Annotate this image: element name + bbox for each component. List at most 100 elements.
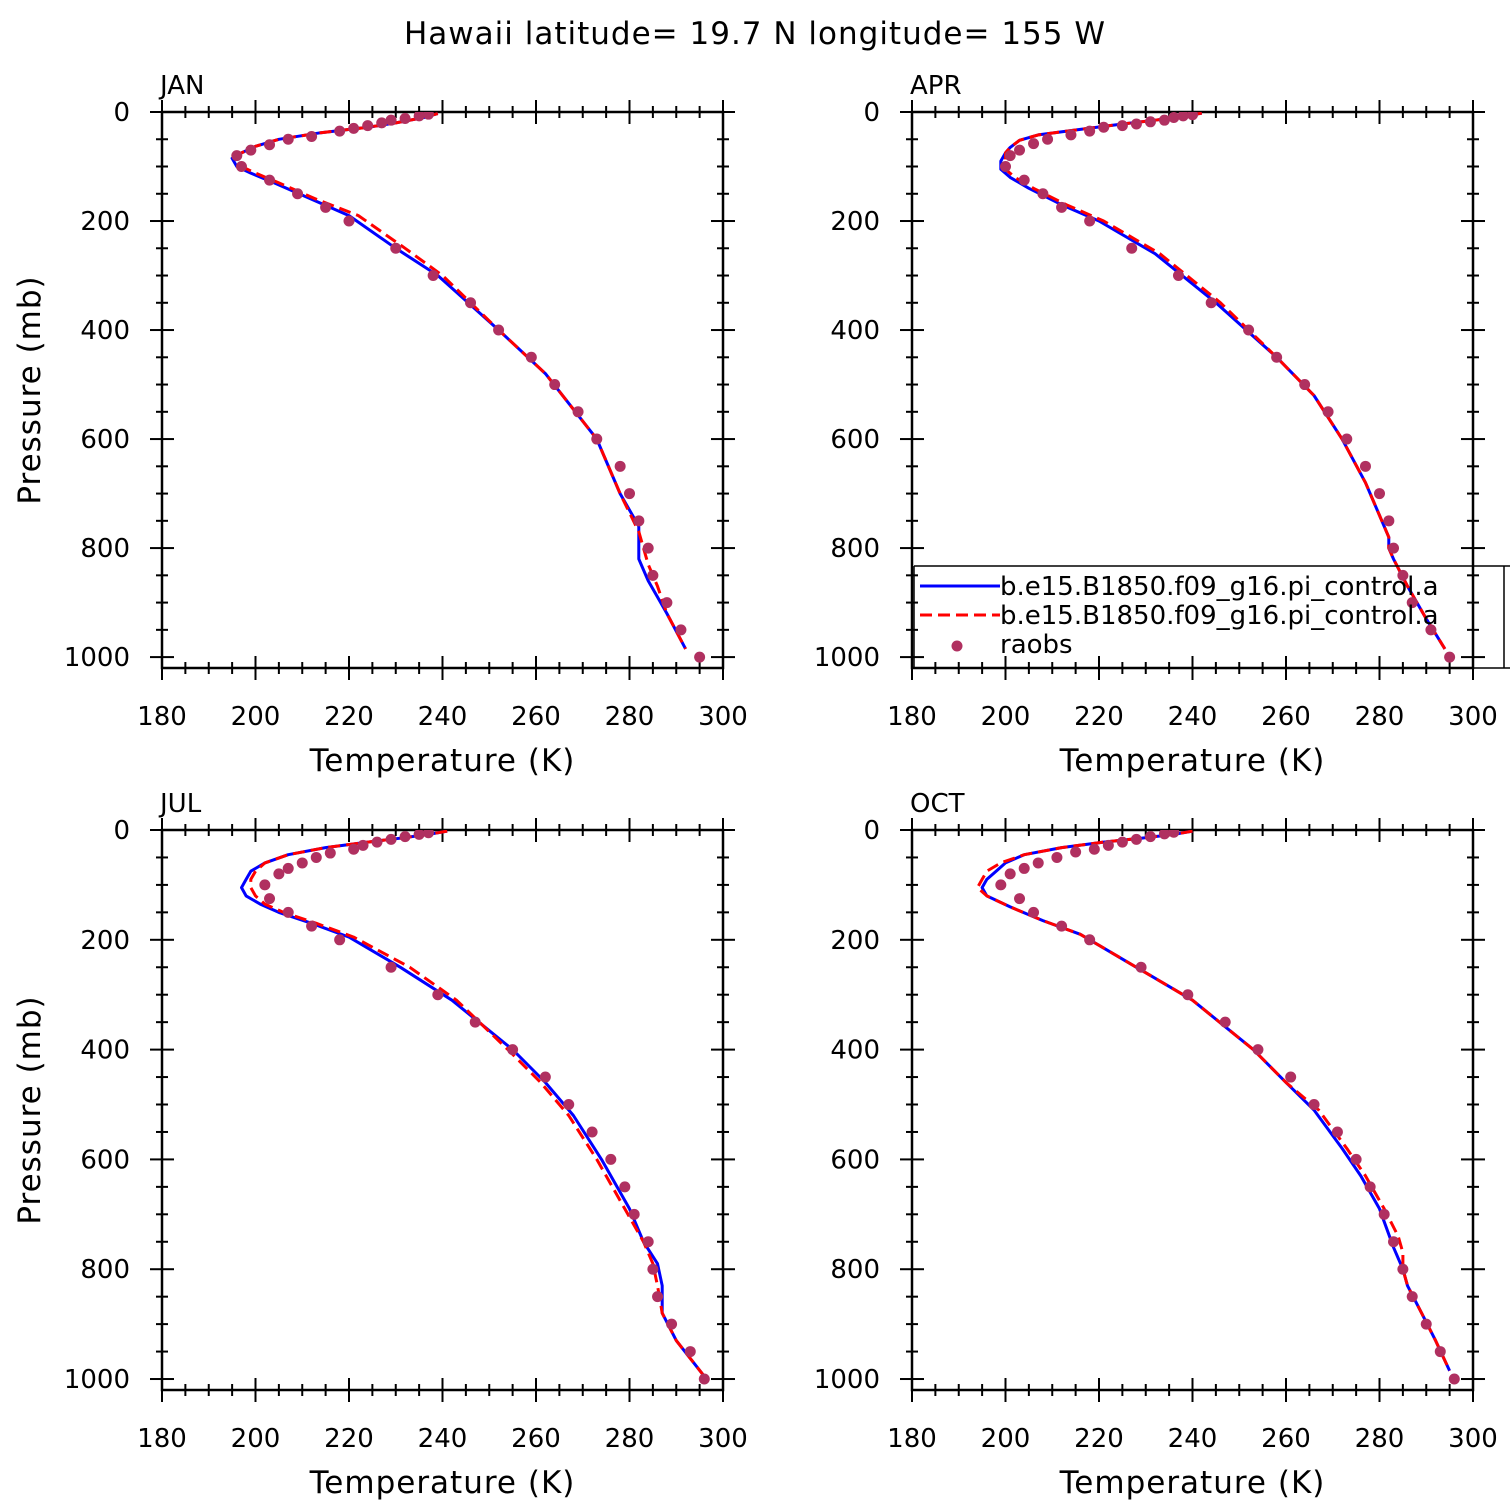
x-tick-label: 300: [698, 1424, 748, 1454]
y-tick-label: 1000: [814, 1365, 880, 1395]
raobs-point: [1219, 1016, 1231, 1028]
raobs-point: [1144, 116, 1156, 128]
raobs-point: [1084, 934, 1096, 946]
plot-frame: [910, 828, 1475, 1392]
chart-panel-oct: OCT 180 200 220 240 260 280 300 0 200 400 600 800 100…: [814, 789, 1498, 1501]
x-tick-label: 240: [1168, 702, 1218, 732]
raobs-point: [1130, 833, 1142, 845]
model-b-series-line: [235, 112, 687, 650]
y-tick-label: 1000: [64, 643, 130, 673]
x-tick-label: 260: [511, 702, 561, 732]
raobs-point: [320, 201, 332, 213]
y-tick-label: 400: [830, 1036, 880, 1066]
raobs-point: [306, 920, 318, 932]
model-a-series-line: [980, 830, 1451, 1372]
legend-entry-label: b.e15.B1850.f09_g16.pi_control.a: [1000, 601, 1439, 631]
x-tick-label: 240: [418, 702, 468, 732]
raobs-point: [642, 1236, 654, 1248]
raobs-point: [572, 406, 584, 418]
raobs-point: [465, 297, 477, 309]
raobs-point: [1182, 989, 1194, 1001]
raobs-point: [1168, 112, 1180, 123]
raobs-point: [348, 843, 360, 855]
raobs-point: [1028, 906, 1040, 918]
raobs-point: [1168, 830, 1180, 838]
raobs-point: [507, 1044, 519, 1056]
x-axis-label: Temperature (K): [309, 1465, 576, 1501]
panel-label: JUL: [158, 789, 202, 819]
x-tick-label: 280: [1355, 702, 1405, 732]
raobs-point: [1051, 851, 1063, 863]
raobs-point: [1434, 1346, 1446, 1358]
raobs-point: [1299, 379, 1311, 391]
panel-label: APR: [910, 71, 962, 101]
x-tick-label: 180: [137, 702, 187, 732]
raobs-point: [235, 161, 247, 173]
raobs-point: [1448, 1373, 1460, 1385]
legend-raobs-marker: [951, 640, 963, 652]
model-a-series-line: [999, 112, 1447, 650]
raobs-point: [264, 893, 276, 905]
raobs-point: [666, 1318, 678, 1330]
raobs-point: [1158, 114, 1170, 126]
raobs-point: [1364, 1181, 1376, 1193]
x-tick-label: 260: [1261, 702, 1311, 732]
raobs-point: [292, 188, 304, 200]
raobs-point: [1397, 1263, 1409, 1275]
raobs-point: [1084, 215, 1096, 227]
raobs-point: [1359, 460, 1371, 472]
raobs-point: [586, 1126, 598, 1138]
raobs-point: [1088, 843, 1100, 855]
raobs-point: [1177, 112, 1189, 122]
legend: b.e15.B1850.f09_g16.pi_control.ab.e15.B1…: [913, 565, 1510, 669]
y-tick-label: 400: [80, 316, 130, 346]
raobs-point: [1135, 961, 1147, 973]
x-tick-label: 200: [231, 702, 281, 732]
raobs-point: [539, 1071, 551, 1083]
raobs-point: [1116, 836, 1128, 848]
raobs-point: [661, 597, 673, 609]
raobs-point: [1042, 133, 1054, 145]
raobs-point: [306, 131, 318, 143]
raobs-point: [324, 847, 336, 859]
y-tick-label: 800: [830, 1255, 880, 1285]
chart-panel-jan: JAN 180 200 220 240 260 280 300 0 200 400 600 800 100…: [12, 71, 748, 779]
raobs-point: [296, 857, 308, 869]
panel-label: OCT: [910, 789, 965, 819]
raobs-point: [619, 1181, 631, 1193]
y-tick-label: 1000: [64, 1365, 130, 1395]
raobs-point: [310, 851, 322, 863]
raobs-point: [1322, 406, 1334, 418]
raobs-point: [1406, 1291, 1418, 1303]
raobs-point: [390, 242, 402, 254]
x-tick-label: 260: [1261, 1424, 1311, 1454]
figure-title: Hawaii latitude= 19.7 N longitude= 155 W: [404, 16, 1106, 52]
raobs-point: [698, 1373, 710, 1385]
y-axis-label: Pressure (mb): [12, 995, 48, 1224]
raobs-point: [1018, 174, 1030, 186]
raobs-point: [493, 324, 505, 336]
x-axis-label: Temperature (K): [1059, 1465, 1326, 1501]
raobs-point: [642, 542, 654, 554]
x-tick-label: 220: [1074, 1424, 1124, 1454]
raobs-point: [647, 569, 659, 581]
y-tick-label: 600: [830, 425, 880, 455]
plot-frame: [160, 110, 725, 670]
y-tick-label: 600: [830, 1145, 880, 1175]
raobs-point: [385, 114, 397, 126]
raobs-point: [231, 150, 243, 162]
raobs-series: [1000, 112, 1456, 663]
raobs-point: [1187, 112, 1198, 121]
x-tick-label: 300: [1448, 702, 1498, 732]
raobs-point: [264, 174, 276, 186]
raobs-point: [362, 120, 374, 132]
raobs-series: [231, 112, 706, 663]
raobs-point: [1102, 839, 1114, 851]
raobs-point: [633, 515, 645, 527]
raobs-point: [273, 868, 285, 880]
x-tick-label: 280: [605, 702, 655, 732]
x-tick-label: 220: [324, 1424, 374, 1454]
x-tick-label: 300: [698, 702, 748, 732]
plot-frame: [160, 828, 725, 1392]
